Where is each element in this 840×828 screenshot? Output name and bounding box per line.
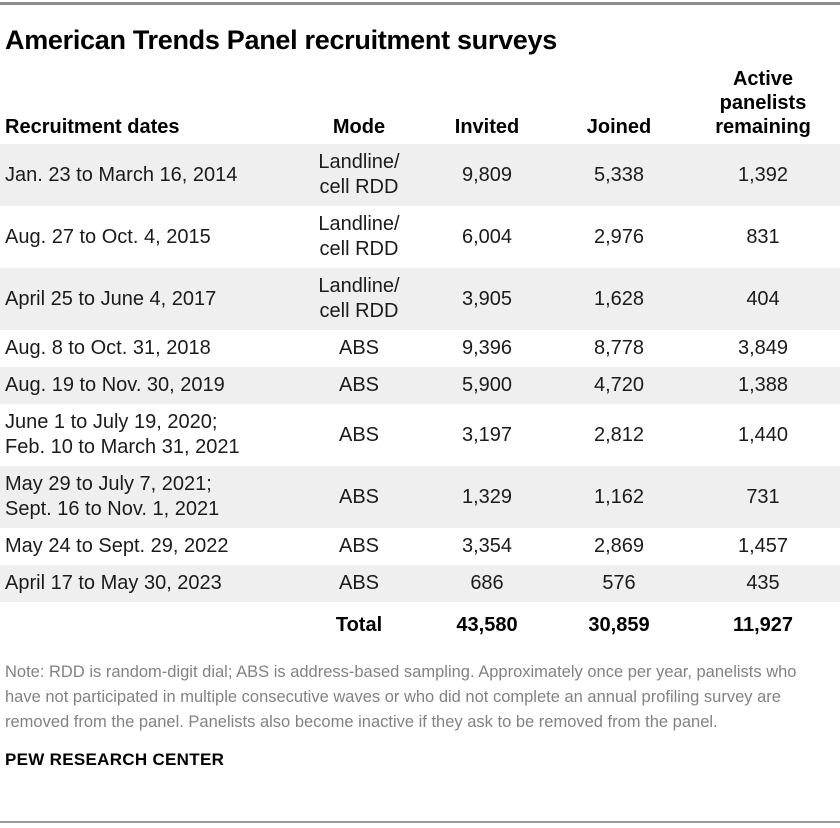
cell-mode: Landline/ cell RDD [318,275,400,322]
cell-mode: ABS [338,423,380,446]
recruitment-table: Recruitment dates Mode Invited Joined Ac… [0,67,840,644]
cell-invited: 1,329 [461,485,513,508]
cell-invited: 3,197 [461,423,513,446]
cell-joined: 8,778 [593,337,645,359]
cell-active: 731 [746,485,780,508]
table-row: April 17 to May 30, 2023 ABS 686 576 435 [0,565,840,602]
cell-invited: 5,900 [461,374,513,396]
cell-joined: 1,162 [593,485,645,508]
col-header-invited: Invited [454,116,520,138]
cell-invited: 9,396 [461,337,513,359]
total-active: 11,927 [732,614,794,636]
cell-active: 1,440 [737,423,789,446]
cell-active: 1,457 [737,535,789,557]
cell-joined: 2,812 [593,423,645,446]
cell-dates: June 1 to July 19, 2020; Feb. 10 to Marc… [5,411,240,458]
cell-active: 1,392 [737,163,789,186]
cell-dates: May 24 to Sept. 29, 2022 [5,535,229,557]
table-row: May 24 to Sept. 29, 2022 ABS 3,354 2,869… [0,528,840,565]
cell-joined: 5,338 [593,163,645,186]
cell-mode: ABS [338,535,380,557]
cell-invited: 686 [470,572,504,594]
col-header-active-panelists: Active panelists remaining [686,67,840,144]
cell-dates: Aug. 19 to Nov. 30, 2019 [5,374,225,396]
cell-mode: ABS [338,337,380,359]
cell-mode: ABS [338,485,380,508]
col-header-mode: Mode [332,116,386,138]
cell-joined: 576 [602,572,636,594]
table-row: Aug. 27 to Oct. 4, 2015 Landline/ cell R… [0,206,840,268]
cell-mode: ABS [338,374,380,396]
table-row: May 29 to July 7, 2021; Sept. 16 to Nov.… [0,466,840,528]
col-header-recruitment-dates: Recruitment dates [5,116,180,138]
cell-mode: ABS [338,572,380,594]
cell-dates: Aug. 8 to Oct. 31, 2018 [5,337,211,359]
cell-active: 404 [746,287,780,310]
table-row: Aug. 8 to Oct. 31, 2018 ABS 9,396 8,778 … [0,330,840,367]
top-rule [0,2,840,5]
col-header-active-panelists-label: Active panelists remaining [715,68,811,138]
cell-joined: 2,976 [593,225,645,248]
cell-joined: 2,869 [593,535,645,557]
header-row: Recruitment dates Mode Invited Joined Ac… [0,67,840,144]
note-text: Note: RDD is random-digit dial; ABS is a… [5,663,797,731]
page-title: American Trends Panel recruitment survey… [5,25,557,55]
source-label: PEW RESEARCH CENTER [5,750,225,769]
total-row: Total 43,580 30,859 11,927 [0,602,840,644]
cell-invited: 3,905 [461,287,513,310]
cell-active: 435 [746,572,780,594]
cell-dates: April 25 to June 4, 2017 [5,287,217,310]
cell-joined: 1,628 [593,287,645,310]
cell-mode: Landline/ cell RDD [318,151,400,198]
cell-empty [0,602,296,644]
cell-active: 3,849 [737,337,789,359]
total-invited: 43,580 [456,614,518,636]
cell-active: 1,388 [737,374,789,396]
total-label: Total [335,614,383,636]
cell-invited: 3,354 [461,535,513,557]
cell-dates: May 29 to July 7, 2021; Sept. 16 to Nov.… [5,473,220,520]
cell-invited: 9,809 [461,163,513,186]
table-row: June 1 to July 19, 2020; Feb. 10 to Marc… [0,404,840,466]
bottom-rule [0,821,840,823]
cell-joined: 4,720 [593,374,645,396]
cell-invited: 6,004 [461,225,513,248]
cell-mode: Landline/ cell RDD [318,213,400,260]
total-joined: 30,859 [588,614,650,636]
table-row: Jan. 23 to March 16, 2014 Landline/ cell… [0,144,840,206]
cell-dates: April 17 to May 30, 2023 [5,572,222,594]
cell-dates: Aug. 27 to Oct. 4, 2015 [5,225,211,248]
table-row: Aug. 19 to Nov. 30, 2019 ABS 5,900 4,720… [0,367,840,404]
cell-dates: Jan. 23 to March 16, 2014 [5,163,238,186]
cell-active: 831 [746,225,780,248]
table-row: April 25 to June 4, 2017 Landline/ cell … [0,268,840,330]
col-header-joined: Joined [586,116,652,138]
